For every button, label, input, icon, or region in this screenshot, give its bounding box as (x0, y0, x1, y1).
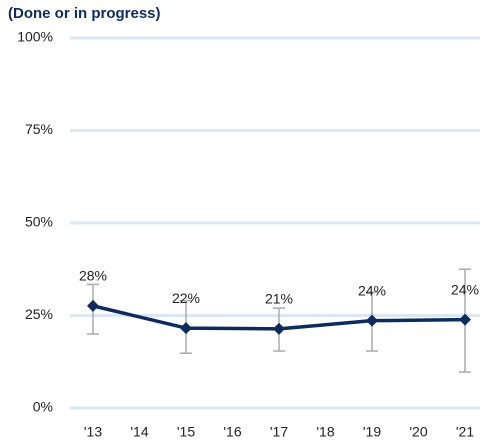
x-tick-label: '18 (316, 424, 334, 440)
x-tick-label: '21 (456, 424, 474, 440)
x-tick-label: '14 (130, 424, 148, 440)
x-tick-label: '15 (177, 424, 195, 440)
x-tick-label: '16 (223, 424, 241, 440)
chart-title: (Done or in progress) (8, 5, 161, 22)
y-tick-label: 0% (33, 399, 53, 415)
data-label: 22% (172, 290, 200, 306)
y-tick-label: 25% (25, 306, 53, 322)
x-tick-label: '13 (84, 424, 102, 440)
y-tick-label: 100% (17, 29, 53, 45)
marker (459, 313, 471, 326)
data-label: 24% (451, 281, 479, 297)
x-tick-label: '17 (270, 424, 288, 440)
x-tick-label: '20 (409, 424, 427, 440)
marker (87, 299, 99, 312)
y-tick-label: 75% (25, 121, 53, 137)
y-tick-label: 50% (25, 214, 53, 230)
marker (180, 322, 192, 335)
marker (366, 314, 378, 327)
marker (273, 322, 285, 335)
data-label: 28% (79, 268, 107, 284)
x-tick-label: '19 (363, 424, 381, 440)
data-label: 21% (265, 291, 293, 307)
data-label: 24% (358, 282, 386, 298)
